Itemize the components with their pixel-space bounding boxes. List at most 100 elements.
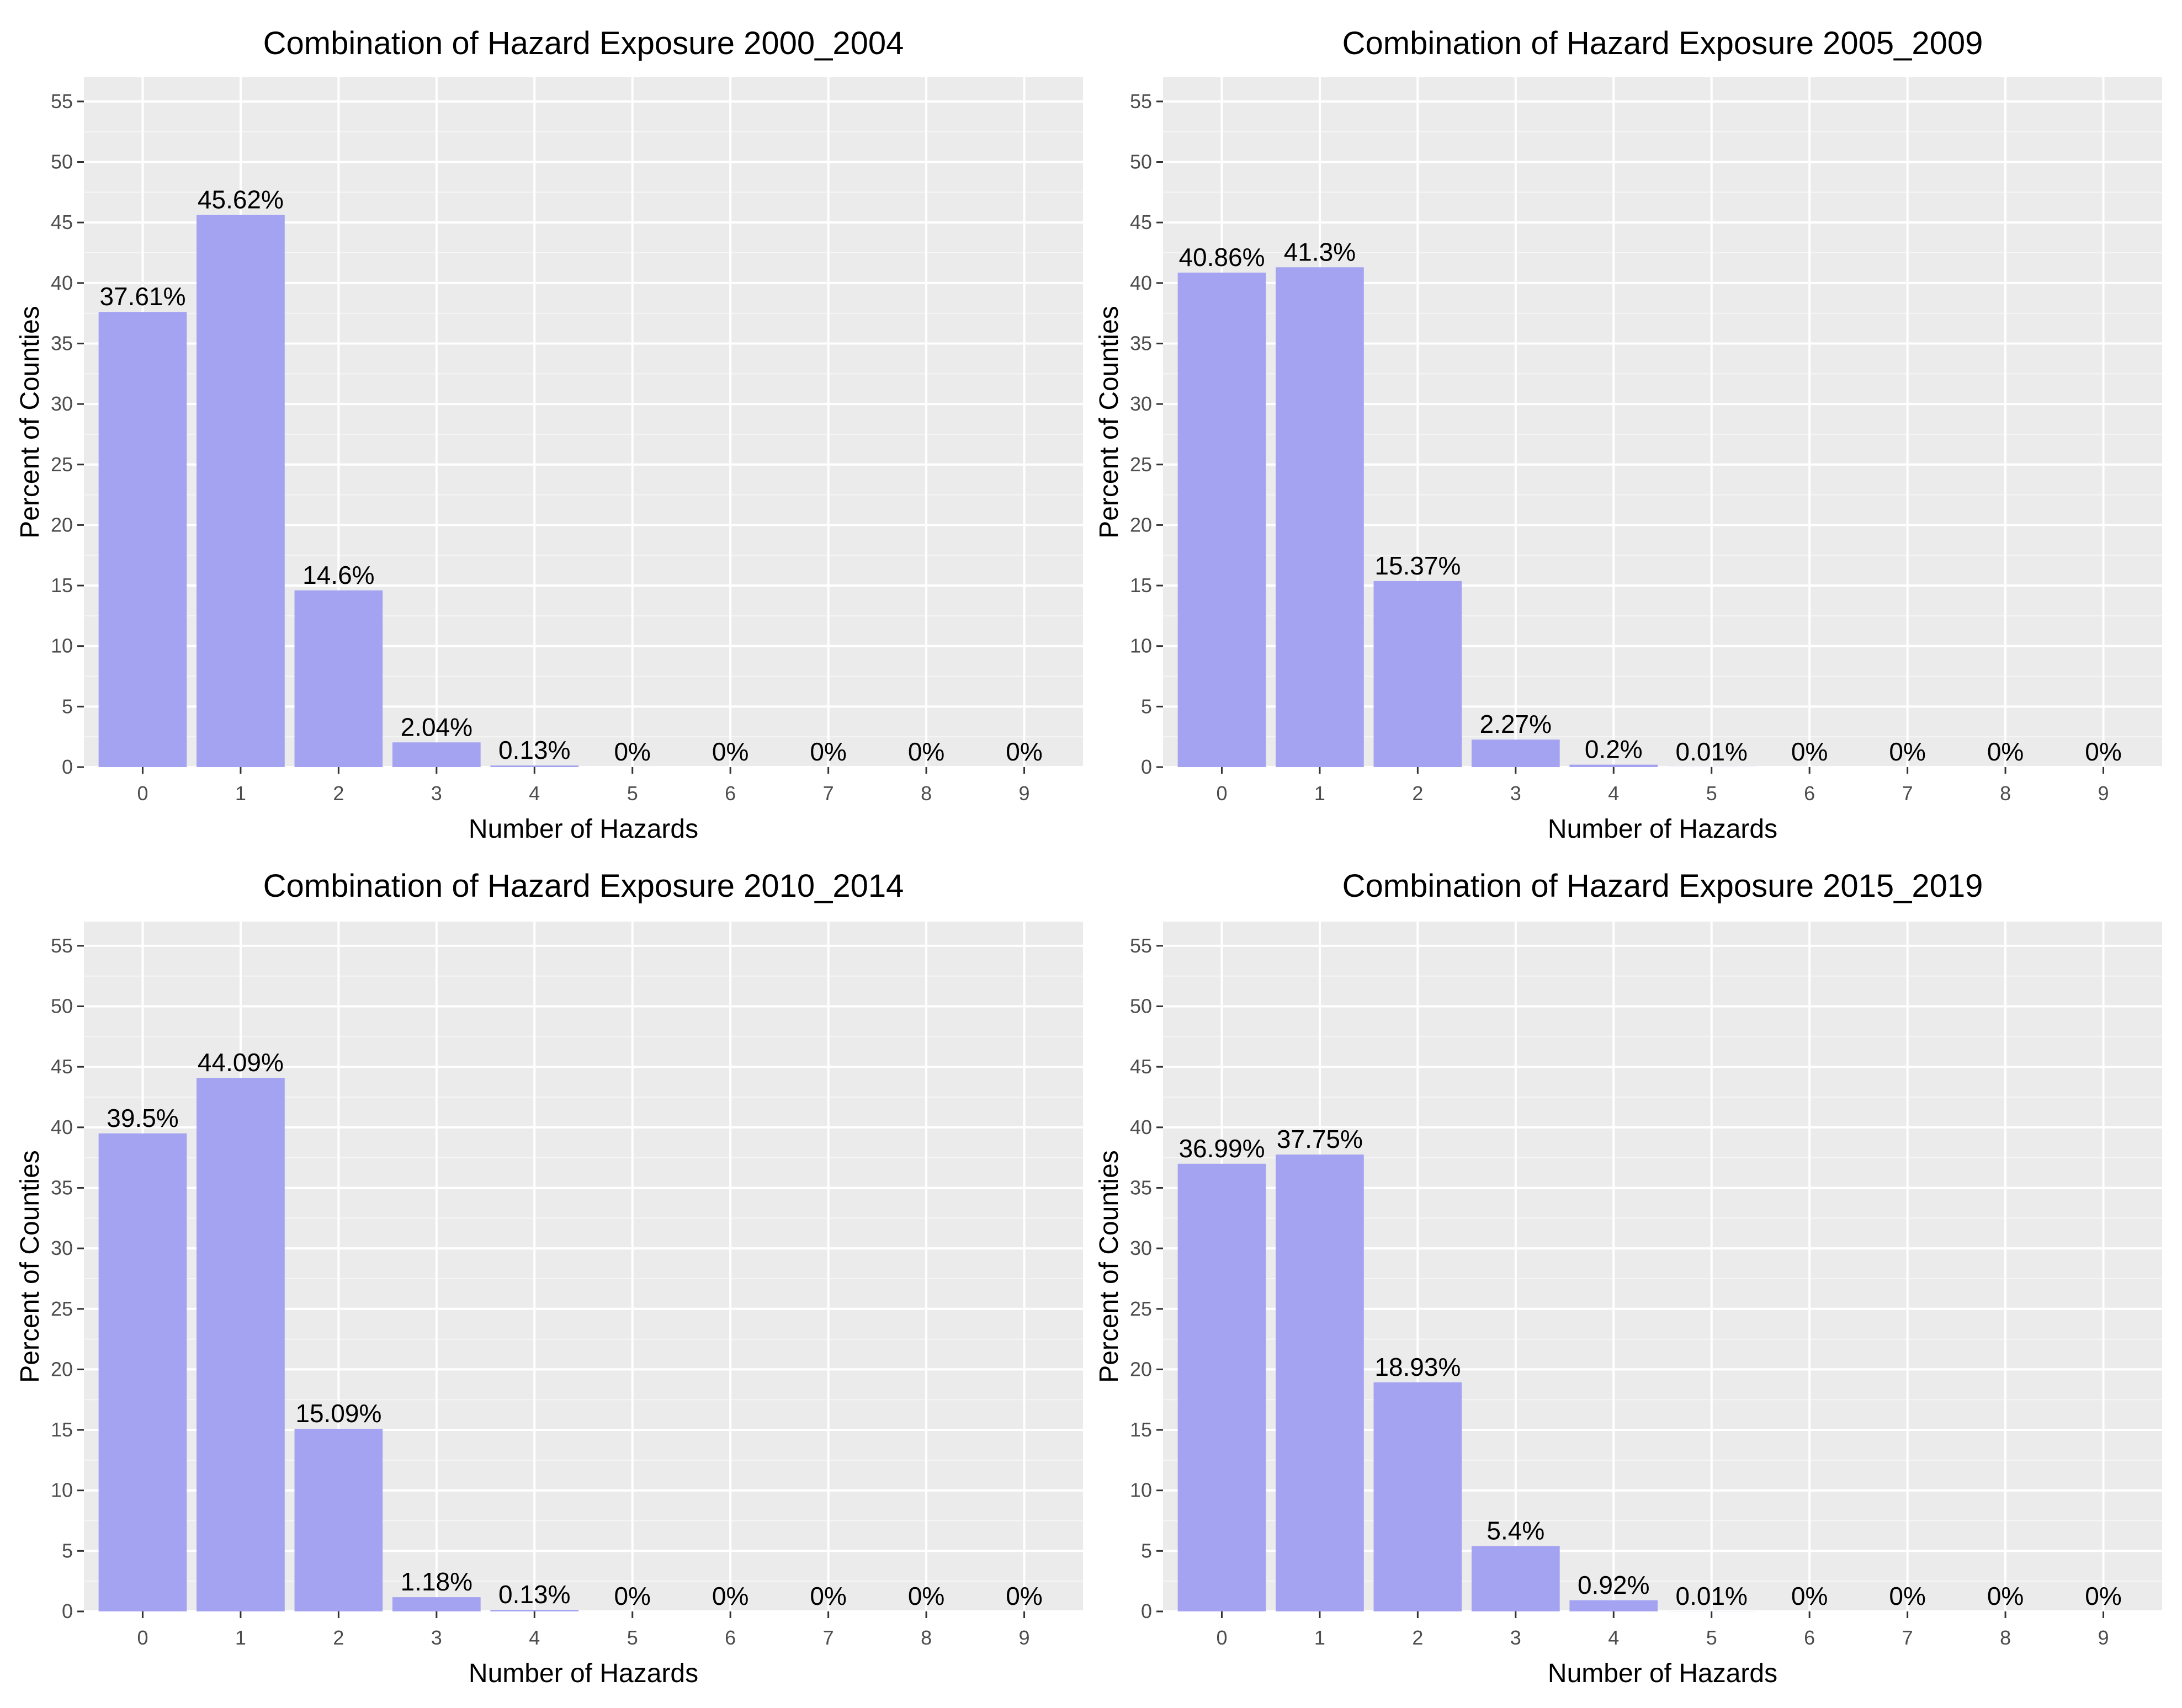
y-tick-label: 0 bbox=[1141, 1600, 1152, 1622]
x-tick-label: 9 bbox=[1019, 1626, 1030, 1649]
y-tick-label: 20 bbox=[1130, 513, 1152, 536]
y-tick-label: 0 bbox=[62, 1600, 73, 1622]
data-label-7: 0% bbox=[1889, 737, 1925, 766]
data-label-4: 0.2% bbox=[1585, 735, 1643, 764]
data-label-0: 40.86% bbox=[1178, 243, 1265, 272]
y-tick-label: 55 bbox=[51, 934, 73, 957]
data-label-2: 14.6% bbox=[302, 561, 374, 589]
data-label-4: 0.13% bbox=[498, 1580, 570, 1609]
bar-2 bbox=[1373, 1382, 1462, 1611]
y-tick-label: 15 bbox=[51, 574, 73, 597]
y-tick-label: 10 bbox=[51, 635, 73, 657]
y-tick-label: 10 bbox=[1130, 1479, 1152, 1502]
chart-title: Combination of Hazard Exposure 2015_2019 bbox=[1342, 868, 1983, 904]
x-tick-label: 0 bbox=[137, 782, 148, 805]
y-tick-label: 50 bbox=[51, 995, 73, 1018]
data-label-7: 0% bbox=[810, 737, 846, 766]
y-tick-label: 20 bbox=[51, 513, 73, 536]
bar-3 bbox=[1471, 1546, 1560, 1611]
data-label-7: 0% bbox=[1889, 1582, 1925, 1610]
data-label-1: 44.09% bbox=[198, 1048, 284, 1077]
bar-2 bbox=[294, 590, 383, 767]
data-label-0: 37.61% bbox=[99, 282, 185, 311]
chart-panel-1: 37.61% 45.62% 14.6% 2.04% 0.13% 0% 0% 0% 0% 0% 0 5 1… bbox=[15, 25, 1083, 844]
data-label-5: 0% bbox=[614, 1582, 650, 1610]
y-tick-label: 35 bbox=[51, 1176, 73, 1199]
y-tick-label: 5 bbox=[62, 695, 73, 717]
x-tick-label: 4 bbox=[529, 782, 540, 805]
y-tick-label: 0 bbox=[62, 755, 73, 778]
data-label-0: 39.5% bbox=[107, 1104, 178, 1132]
bar-1 bbox=[197, 215, 285, 767]
x-tick-label: 4 bbox=[1608, 1626, 1619, 1649]
chart-panel-3: 39.5% 44.09% 15.09% 1.18% 0.13% 0% 0% 0% 0% 0% 0 5 1… bbox=[15, 868, 1083, 1688]
x-tick-label: 0 bbox=[1216, 782, 1227, 805]
y-tick-label: 45 bbox=[51, 211, 73, 233]
chart-title: Combination of Hazard Exposure 2005_2009 bbox=[1342, 25, 1983, 61]
x-tick-label: 7 bbox=[823, 1626, 834, 1649]
y-tick-label: 25 bbox=[1130, 453, 1152, 476]
bar-2 bbox=[294, 1429, 383, 1611]
y-tick-label: 50 bbox=[51, 151, 73, 173]
x-axis-label: Number of Hazards bbox=[1548, 815, 1777, 844]
data-label-0: 36.99% bbox=[1178, 1134, 1265, 1163]
y-tick-label: 10 bbox=[1130, 635, 1152, 657]
data-label-9: 0% bbox=[1006, 737, 1042, 766]
x-tick-label: 5 bbox=[1706, 1626, 1717, 1649]
data-label-6: 0% bbox=[712, 737, 748, 766]
x-tick-label: 9 bbox=[2098, 1626, 2109, 1649]
y-tick-label: 50 bbox=[1130, 995, 1152, 1018]
y-tick-label: 35 bbox=[51, 332, 73, 354]
bar-0 bbox=[98, 312, 187, 767]
y-tick-label: 20 bbox=[51, 1358, 73, 1380]
data-label-1: 41.3% bbox=[1284, 237, 1356, 266]
bar-3 bbox=[1471, 739, 1560, 767]
data-label-4: 0.13% bbox=[498, 736, 570, 764]
x-tick-label: 7 bbox=[823, 782, 834, 805]
bar-1 bbox=[1276, 267, 1364, 768]
data-label-2: 18.93% bbox=[1374, 1353, 1461, 1381]
x-tick-label: 6 bbox=[725, 782, 736, 805]
data-label-1: 45.62% bbox=[198, 185, 284, 214]
y-tick-label: 30 bbox=[1130, 1237, 1152, 1259]
x-tick-label: 9 bbox=[2098, 782, 2109, 805]
chart-title: Combination of Hazard Exposure 2010_2014 bbox=[263, 868, 904, 904]
y-axis-label: Percent of Counties bbox=[1095, 1150, 1124, 1383]
data-label-2: 15.09% bbox=[295, 1399, 381, 1428]
data-label-9: 0% bbox=[1006, 1582, 1042, 1610]
x-tick-label: 2 bbox=[333, 782, 344, 805]
x-tick-label: 3 bbox=[1510, 782, 1521, 805]
data-label-6: 0% bbox=[1791, 737, 1828, 766]
x-tick-label: 1 bbox=[235, 782, 246, 805]
bar-4 bbox=[490, 1610, 579, 1611]
y-tick-label: 55 bbox=[1130, 934, 1152, 957]
y-tick-label: 5 bbox=[62, 1539, 73, 1562]
x-tick-label: 0 bbox=[137, 1626, 148, 1649]
y-tick-label: 25 bbox=[51, 1297, 73, 1320]
x-tick-label: 8 bbox=[921, 1626, 932, 1649]
y-tick-label: 45 bbox=[1130, 211, 1152, 233]
x-axis-label: Number of Hazards bbox=[1548, 1659, 1777, 1688]
y-tick-label: 15 bbox=[1130, 1418, 1152, 1441]
y-tick-label: 15 bbox=[1130, 574, 1152, 597]
x-tick-label: 7 bbox=[1902, 1626, 1913, 1649]
y-tick-label: 35 bbox=[1130, 1176, 1152, 1199]
bar-0 bbox=[1177, 272, 1266, 767]
x-tick-label: 0 bbox=[1216, 1626, 1227, 1649]
y-tick-label: 40 bbox=[1130, 1116, 1152, 1138]
y-tick-label: 40 bbox=[51, 1116, 73, 1138]
bar-2 bbox=[1373, 581, 1462, 767]
x-tick-label: 1 bbox=[235, 1626, 246, 1649]
y-tick-label: 5 bbox=[1141, 1539, 1152, 1562]
data-label-6: 0% bbox=[712, 1582, 748, 1610]
x-tick-label: 7 bbox=[1902, 782, 1913, 805]
x-tick-label: 3 bbox=[431, 782, 442, 805]
y-axis-label: Percent of Counties bbox=[15, 1150, 45, 1383]
y-axis-label: Percent of Counties bbox=[15, 306, 45, 539]
y-axis-label: Percent of Counties bbox=[1095, 306, 1124, 539]
x-tick-label: 4 bbox=[1608, 782, 1619, 805]
data-label-5: 0.01% bbox=[1676, 1582, 1748, 1610]
x-tick-label: 5 bbox=[1706, 782, 1717, 805]
bar-0 bbox=[98, 1133, 187, 1611]
